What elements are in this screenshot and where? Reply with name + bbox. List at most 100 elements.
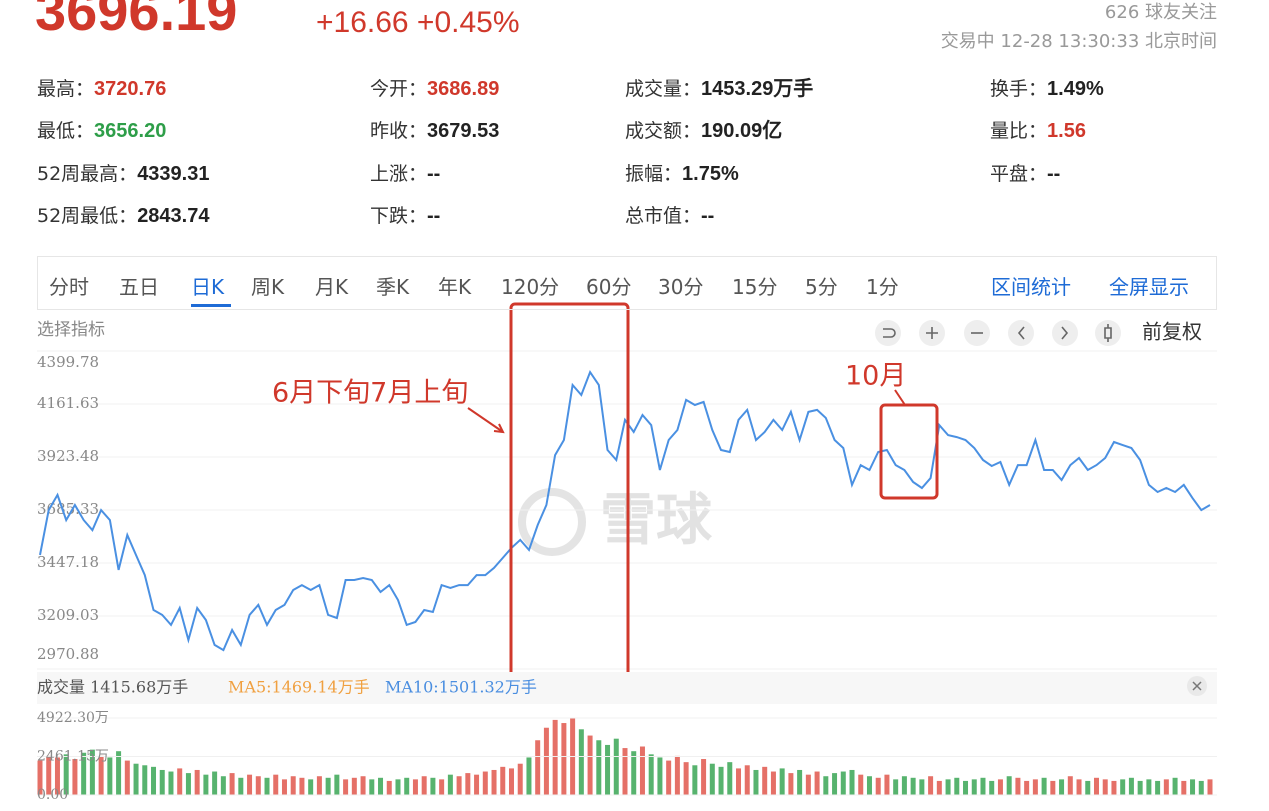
volume-bar <box>255 776 261 795</box>
volume-bar <box>308 779 314 795</box>
volume-bar <box>46 755 52 795</box>
stat-label: 平盘： <box>990 163 1048 185</box>
volume-bar <box>378 777 384 795</box>
volume-bar <box>971 779 977 795</box>
adjust-label[interactable]: 前复权 <box>1142 320 1202 344</box>
volume-bar <box>814 771 820 795</box>
stat: 成交量：1453.29万手 <box>625 76 813 102</box>
candle-icon[interactable] <box>1095 320 1121 346</box>
volume-bar <box>316 776 322 795</box>
tab[interactable]: 5分 <box>805 275 838 299</box>
volume-bar <box>1146 779 1152 795</box>
volume-bar <box>325 777 331 795</box>
y-tick-label: 3209.03 <box>37 606 99 624</box>
volume-bar <box>840 771 846 795</box>
volume-bar <box>421 776 427 795</box>
volume-bar <box>299 777 305 795</box>
undo-icon[interactable] <box>875 320 901 346</box>
volume-bar <box>736 768 742 795</box>
tab[interactable]: 年K <box>438 275 472 299</box>
volume-bar <box>142 765 148 795</box>
tab[interactable]: 五日 <box>119 275 159 299</box>
volume-bar <box>997 779 1003 795</box>
tab[interactable]: 60分 <box>586 275 632 299</box>
volume-bar <box>37 760 43 795</box>
tab[interactable]: 日K <box>191 275 225 299</box>
indicator-label[interactable]: 选择指标 <box>37 320 105 340</box>
watermark: 雪球 <box>600 488 713 553</box>
volume-chart: 4922.30万 2461.15万 0.00 <box>37 710 1217 803</box>
volume-bar <box>360 776 366 795</box>
next-icon[interactable] <box>1052 320 1078 346</box>
tab[interactable]: 15分 <box>732 275 778 299</box>
volume-bar <box>1102 779 1108 795</box>
volume-bar <box>605 744 611 795</box>
volume-bar <box>884 774 890 795</box>
stat-label: 量比： <box>990 120 1048 142</box>
volume-bar <box>343 779 349 795</box>
volume-bar <box>928 776 934 795</box>
volume-bar <box>465 773 471 795</box>
volume-bar <box>264 777 270 795</box>
volume-bar <box>54 757 60 795</box>
volume-bar <box>177 768 183 795</box>
y-tick-label: 3923.48 <box>37 447 99 465</box>
tab[interactable]: 30分 <box>658 275 704 299</box>
volume-bar <box>517 763 523 795</box>
tab[interactable]: 周K <box>251 275 285 299</box>
volume-bar <box>866 776 872 795</box>
stat-label: 总市值： <box>625 205 702 227</box>
stat-value: 1.75% <box>682 163 739 185</box>
prev-icon[interactable] <box>1008 320 1034 346</box>
tab[interactable]: 月K <box>315 275 349 299</box>
stat: 振幅：1.75% <box>625 161 739 187</box>
volume-bar <box>631 751 637 795</box>
stat: 换手：1.49% <box>990 76 1104 102</box>
volume-bar <box>683 762 689 795</box>
volume-bar <box>727 762 733 795</box>
volume-bar <box>875 777 881 795</box>
tab[interactable]: 分时 <box>49 275 89 299</box>
tab[interactable]: 季K <box>376 275 410 299</box>
y-tick-label: 4161.63 <box>37 394 99 412</box>
toolbar-icons[interactable] <box>875 320 1121 346</box>
stat-label: 下跌： <box>370 205 428 227</box>
volume-bar <box>963 780 969 795</box>
volume-bar <box>1059 779 1065 795</box>
volume-bar <box>273 774 279 795</box>
volume-bar <box>666 760 672 795</box>
tool[interactable]: 全屏显示 <box>1109 275 1189 299</box>
tab[interactable]: 120分 <box>501 275 560 299</box>
volume-bar <box>648 754 654 795</box>
volume-bar <box>552 719 558 795</box>
volume-bar <box>762 766 768 795</box>
trading-status: 交易中 12-28 13:30:33 北京时间 <box>940 31 1217 52</box>
stat: 昨收：3679.53 <box>370 118 499 144</box>
tab[interactable]: 1分 <box>866 275 899 299</box>
volume-bar <box>823 776 829 795</box>
tool[interactable]: 区间统计 <box>991 275 1071 299</box>
volume-bar <box>535 740 541 795</box>
volume-ma5: MA5:1469.14万手 <box>228 678 370 697</box>
volume-bar <box>901 776 907 795</box>
volume-header-bg <box>37 672 1217 704</box>
stat-value: 190.09亿 <box>701 120 783 142</box>
stat-value: 1453.29万手 <box>701 78 814 100</box>
stat-value: 1.49% <box>1047 78 1104 100</box>
volume-bar <box>596 740 602 795</box>
stat-label: 成交量： <box>625 78 702 100</box>
volume-bar <box>404 777 410 795</box>
volume-bar <box>1181 780 1187 795</box>
volume-bar <box>718 766 724 795</box>
volume-bar <box>639 746 645 795</box>
volume-bar <box>526 757 532 795</box>
volume-bar <box>247 774 253 795</box>
glyph <box>1061 326 1069 340</box>
volume-bar <box>456 776 462 795</box>
volume-bar <box>797 769 803 795</box>
stat: 总市值：-- <box>625 203 714 229</box>
volume-bar <box>220 776 226 795</box>
annotation: 10月 <box>845 361 906 392</box>
volume-bar <box>133 763 139 795</box>
